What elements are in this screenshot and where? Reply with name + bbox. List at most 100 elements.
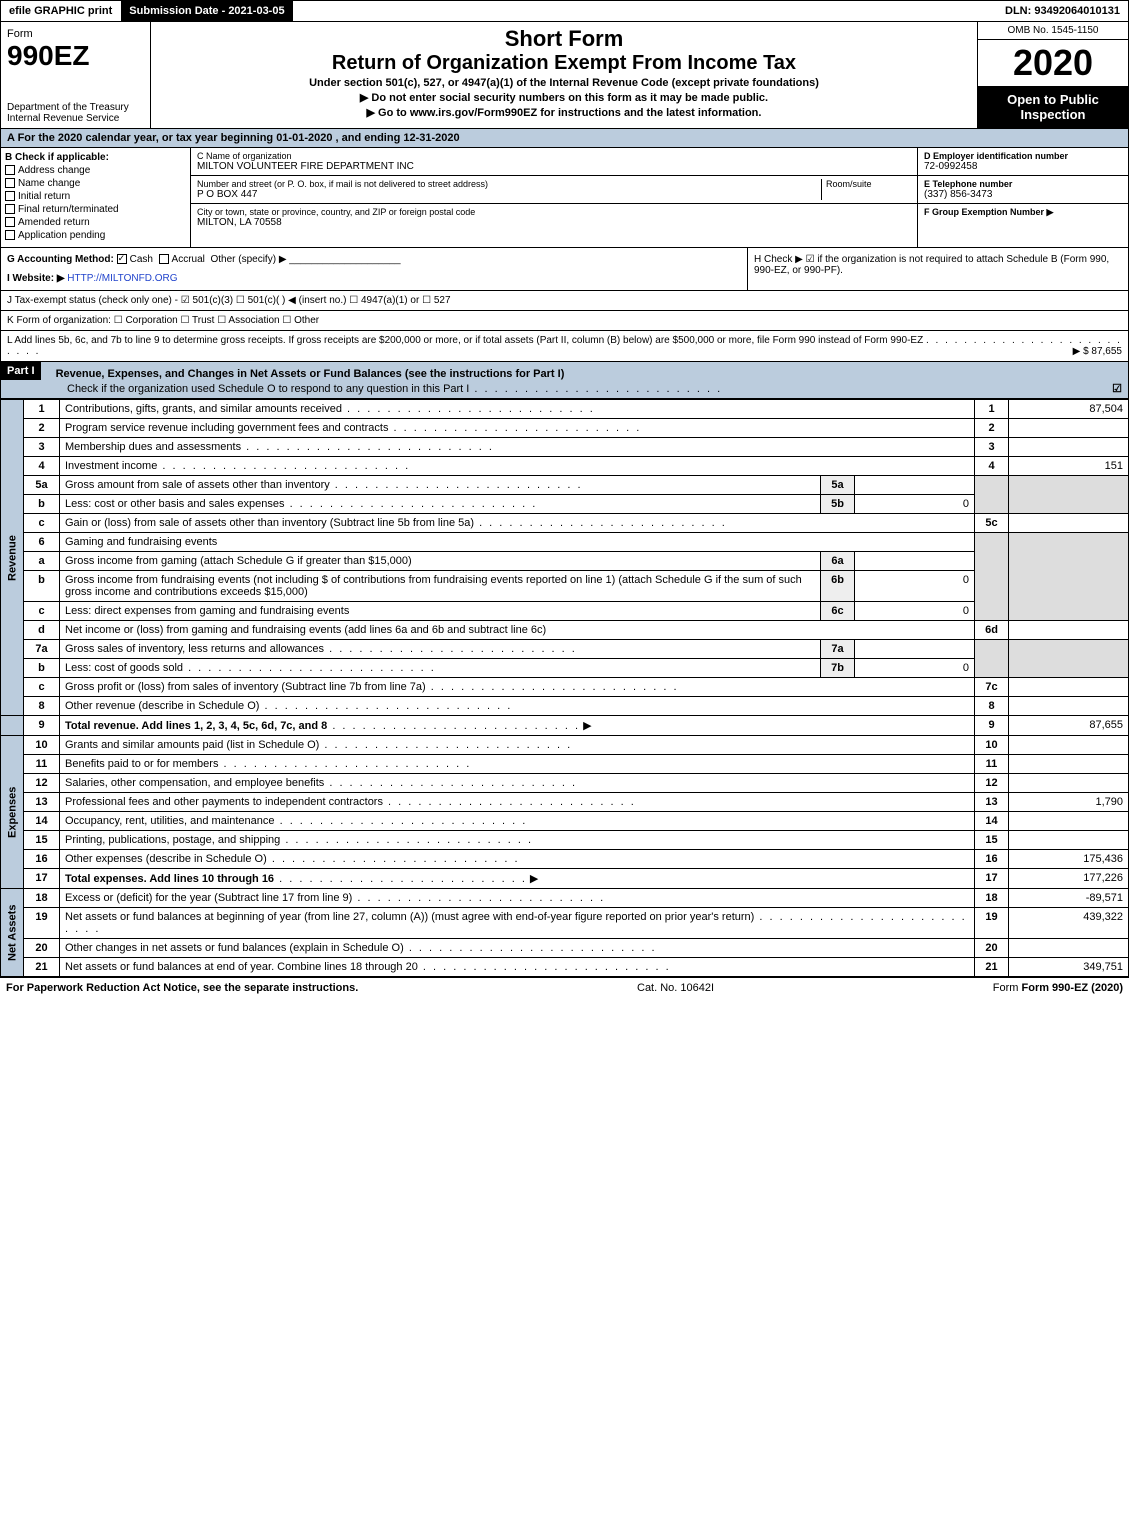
form-word: Form	[7, 28, 144, 40]
line-1-rnum: 1	[975, 400, 1009, 419]
part1-title-bar: Part I Revenue, Expenses, and Changes in…	[0, 362, 1129, 399]
line-6b-num: b	[24, 571, 60, 602]
line-12-rnum: 12	[975, 774, 1009, 793]
line-7b-subnum: 7b	[821, 659, 855, 678]
line-9-desc: Total revenue. Add lines 1, 2, 3, 4, 5c,…	[60, 716, 975, 736]
row-k: K Form of organization: ☐ Corporation ☐ …	[0, 311, 1129, 331]
line-18-num: 18	[24, 889, 60, 908]
line-1-desc: Contributions, gifts, grants, and simila…	[60, 400, 975, 419]
line-6c-desc: Less: direct expenses from gaming and fu…	[60, 602, 821, 621]
line-15-desc: Printing, publications, postage, and shi…	[60, 831, 975, 850]
box-b-label: B Check if applicable:	[5, 152, 186, 163]
line-9-val: 87,655	[1009, 716, 1129, 736]
line-11-val	[1009, 755, 1129, 774]
line-5c-rnum: 5c	[975, 514, 1009, 533]
chk-cash[interactable]	[117, 254, 127, 264]
line-21-val: 349,751	[1009, 958, 1129, 977]
netassets-side-label: Net Assets	[1, 889, 24, 977]
line-5b-subnum: 5b	[821, 495, 855, 514]
line-12-val	[1009, 774, 1129, 793]
submission-date: Submission Date - 2021-03-05	[121, 1, 292, 21]
line-14-rnum: 14	[975, 812, 1009, 831]
row-h: H Check ▶ ☑ if the organization is not r…	[748, 248, 1128, 290]
line-2-rnum: 2	[975, 419, 1009, 438]
efile-print-button[interactable]: efile GRAPHIC print	[1, 1, 121, 21]
chk-final-return[interactable]: Final return/terminated	[5, 204, 186, 215]
line-20-desc: Other changes in net assets or fund bala…	[60, 939, 975, 958]
street-label: Number and street (or P. O. box, if mail…	[197, 179, 821, 189]
line-18-rnum: 18	[975, 889, 1009, 908]
form-number: 990EZ	[7, 40, 144, 72]
line-7b-num: b	[24, 659, 60, 678]
goto-link[interactable]: ▶ Go to www.irs.gov/Form990EZ for instru…	[157, 106, 971, 119]
line-18-desc: Excess or (deficit) for the year (Subtra…	[60, 889, 975, 908]
line-6-desc: Gaming and fundraising events	[60, 533, 975, 552]
line-3-val	[1009, 438, 1129, 457]
line-11-num: 11	[24, 755, 60, 774]
line-3-rnum: 3	[975, 438, 1009, 457]
org-name-label: C Name of organization	[197, 151, 911, 161]
line-6b-subval: 0	[855, 571, 975, 602]
chk-address-change[interactable]: Address change	[5, 165, 186, 176]
line-13-desc: Professional fees and other payments to …	[60, 793, 975, 812]
line-5a-num: 5a	[24, 476, 60, 495]
line-20-val	[1009, 939, 1129, 958]
line-14-desc: Occupancy, rent, utilities, and maintena…	[60, 812, 975, 831]
chk-accrual[interactable]	[159, 254, 169, 264]
line-7c-desc: Gross profit or (loss) from sales of inv…	[60, 678, 975, 697]
page-footer: For Paperwork Reduction Act Notice, see …	[0, 977, 1129, 998]
line-16-val: 175,436	[1009, 850, 1129, 869]
schedule-o-check[interactable]: ☑	[1112, 382, 1122, 395]
line-16-desc: Other expenses (describe in Schedule O)	[60, 850, 975, 869]
room-label: Room/suite	[826, 179, 911, 189]
line-7b-subval: 0	[855, 659, 975, 678]
website-link[interactable]: HTTP://MILTONFD.ORG	[67, 273, 177, 284]
line-12-desc: Salaries, other compensation, and employ…	[60, 774, 975, 793]
line-5b-num: b	[24, 495, 60, 514]
line-5a-subnum: 5a	[821, 476, 855, 495]
row-gh: G Accounting Method: Cash Accrual Other …	[0, 248, 1129, 291]
tel-label: E Telephone number	[924, 179, 1122, 189]
line-14-num: 14	[24, 812, 60, 831]
line-19-val: 439,322	[1009, 908, 1129, 939]
line-8-num: 8	[24, 697, 60, 716]
line-17-val: 177,226	[1009, 869, 1129, 889]
line-4-num: 4	[24, 457, 60, 476]
line-2-desc: Program service revenue including govern…	[60, 419, 975, 438]
info-row: B Check if applicable: Address change Na…	[0, 148, 1129, 248]
line-8-val	[1009, 697, 1129, 716]
line-21-num: 21	[24, 958, 60, 977]
top-bar: efile GRAPHIC print Submission Date - 20…	[0, 0, 1129, 22]
part1-label: Part I	[1, 362, 41, 380]
line-6c-subnum: 6c	[821, 602, 855, 621]
org-name: MILTON VOLUNTEER FIRE DEPARTMENT INC	[197, 161, 911, 172]
chk-name-change[interactable]: Name change	[5, 178, 186, 189]
line-13-rnum: 13	[975, 793, 1009, 812]
gross-receipts-amount: ▶ $ 87,655	[1073, 346, 1122, 357]
line-16-num: 16	[24, 850, 60, 869]
ein-value: 72-0992458	[924, 161, 1122, 172]
box-c: C Name of organization MILTON VOLUNTEER …	[191, 148, 918, 247]
line-15-num: 15	[24, 831, 60, 850]
period-row: A For the 2020 calendar year, or tax yea…	[0, 129, 1129, 148]
ein-label: D Employer identification number	[924, 151, 1122, 161]
chk-initial-return[interactable]: Initial return	[5, 191, 186, 202]
line-6b-subnum: 6b	[821, 571, 855, 602]
chk-amended-return[interactable]: Amended return	[5, 217, 186, 228]
line-7a-num: 7a	[24, 640, 60, 659]
paperwork-notice: For Paperwork Reduction Act Notice, see …	[6, 982, 358, 994]
line-7c-rnum: 7c	[975, 678, 1009, 697]
line-5c-val	[1009, 514, 1129, 533]
revenue-side-label: Revenue	[1, 400, 24, 716]
line-15-rnum: 15	[975, 831, 1009, 850]
row-l: L Add lines 5b, 6c, and 7b to line 9 to …	[0, 331, 1129, 362]
line-10-rnum: 10	[975, 736, 1009, 755]
line-7a-subval	[855, 640, 975, 659]
chk-application-pending[interactable]: Application pending	[5, 230, 186, 241]
line-5c-desc: Gain or (loss) from sale of assets other…	[60, 514, 975, 533]
line-6a-num: a	[24, 552, 60, 571]
line-6-num: 6	[24, 533, 60, 552]
line-17-num: 17	[24, 869, 60, 889]
line-10-num: 10	[24, 736, 60, 755]
line-8-desc: Other revenue (describe in Schedule O)	[60, 697, 975, 716]
